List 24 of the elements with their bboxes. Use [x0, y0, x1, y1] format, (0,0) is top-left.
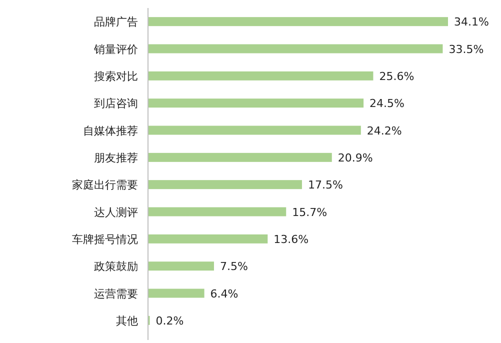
data-label: 33.5% — [448, 42, 484, 56]
y-tick-label: 到店咨询 — [94, 97, 138, 110]
y-tick-label: 运营需要 — [94, 287, 138, 300]
y-tick-label: 其他 — [116, 314, 138, 328]
y-tick-label: 自媒体推荐 — [83, 124, 138, 138]
data-label: 25.6% — [379, 70, 414, 83]
data-label: 24.2% — [366, 124, 402, 138]
data-label: 34.1% — [454, 16, 489, 29]
data-label: 13.6% — [274, 232, 309, 246]
y-tick-label: 朋友推荐 — [94, 151, 138, 164]
y-tick-label: 销量评价 — [93, 42, 138, 56]
y-tick-label: 政策鼓励 — [94, 260, 138, 274]
data-label: 24.5% — [370, 97, 404, 110]
data-label: 15.7% — [292, 206, 328, 219]
y-tick-label: 车牌摇号情况 — [72, 232, 138, 246]
y-tick-label: 达人测评 — [94, 206, 138, 219]
data-label: 20.9% — [338, 151, 373, 164]
data-label: 17.5% — [308, 178, 343, 192]
y-tick-label: 搜索对比 — [94, 70, 138, 83]
y-tick-label: 品牌广告 — [94, 16, 138, 29]
data-label: 6.4% — [210, 287, 238, 300]
data-label: 7.5% — [220, 260, 248, 274]
data-label: 0.2% — [156, 314, 184, 328]
y-tick-label: 家庭出行需要 — [72, 178, 138, 192]
